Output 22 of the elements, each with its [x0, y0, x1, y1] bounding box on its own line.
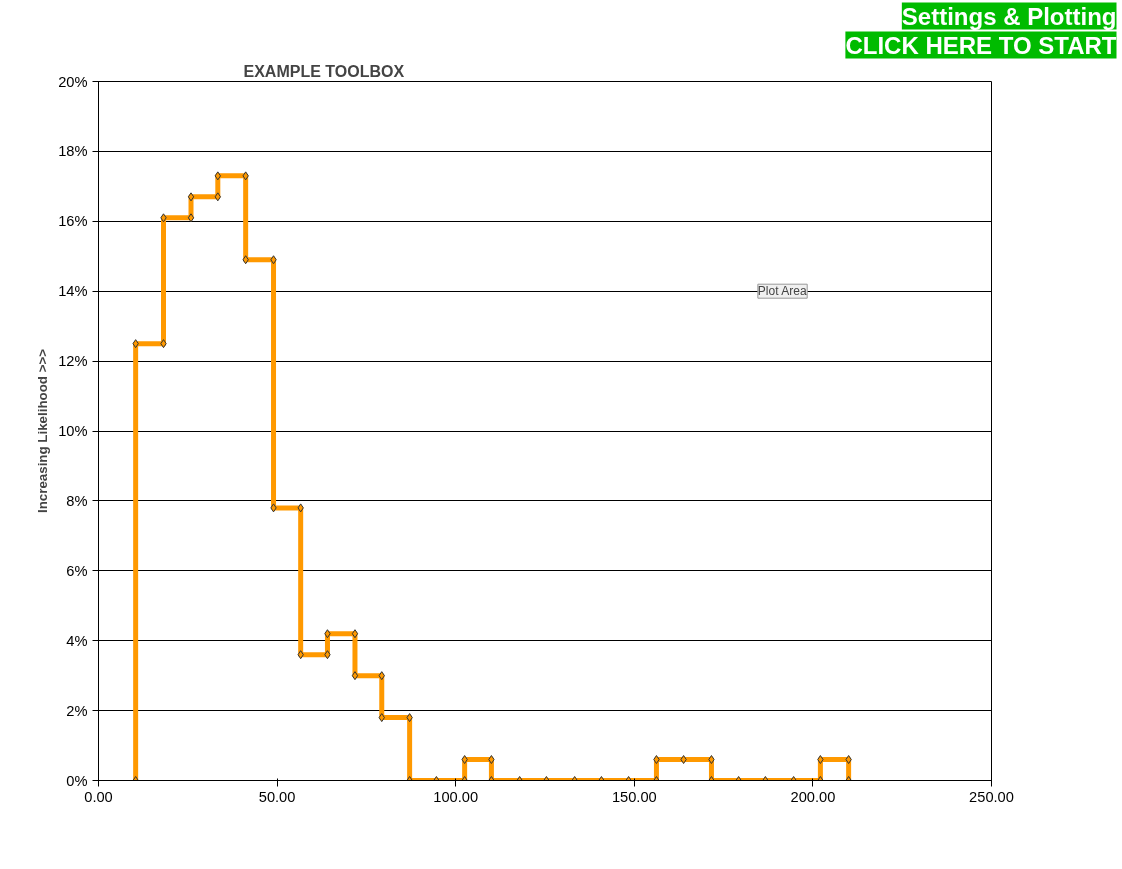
x-tick-label: 0.00	[84, 788, 113, 805]
y-tick-label: 10%	[58, 423, 88, 439]
y-tick-label: 4%	[66, 632, 88, 649]
annotation: Plot Area	[757, 284, 807, 299]
y-tick-label: 6%	[66, 562, 88, 579]
x-tick-label: 200.00	[790, 788, 836, 805]
y-tick-label: 2%	[66, 702, 88, 719]
y-tick-label: 18%	[58, 143, 88, 160]
y-tick-label: 0%	[66, 772, 88, 789]
y-tick-label: 8%	[66, 492, 88, 509]
chart-title: EXAMPLE TOOLBOX	[243, 62, 405, 80]
y-tick-label: 14%	[58, 283, 88, 300]
y-axis-title: Increasing Likelihood >>>	[35, 348, 51, 514]
x-tick-label: 100.00	[433, 788, 479, 805]
text: Settings & Plotting	[901, 2, 1117, 30]
x-tick-label: 150.00	[611, 788, 657, 805]
y-tick-label: 12%	[58, 353, 88, 370]
text: CLICK HERE TO START	[845, 31, 1117, 59]
x-tick-label: 250.00	[969, 788, 1014, 805]
y-tick-label: 16%	[58, 213, 88, 230]
y-tick-label: 20%	[58, 73, 88, 90]
x-tick-label: 50.00	[258, 788, 296, 805]
